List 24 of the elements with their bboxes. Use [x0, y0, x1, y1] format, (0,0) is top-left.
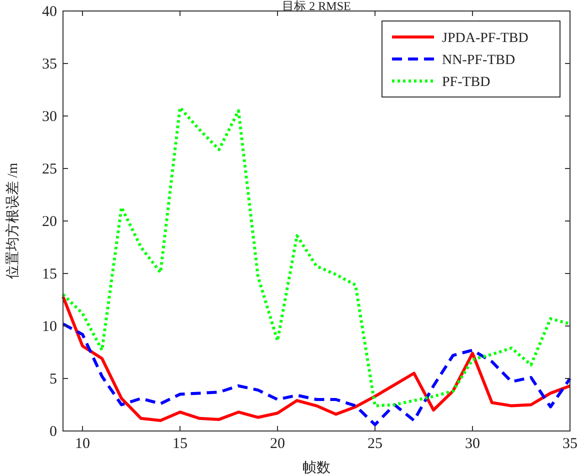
- x-tick-label: 20: [270, 436, 285, 452]
- y-tick-label: 5: [50, 372, 57, 388]
- line-series: [62, 322, 572, 426]
- x-tick-label: 35: [562, 436, 578, 452]
- legend-label: NN-PF-TBD: [442, 53, 516, 68]
- y-axis-title: 位置均方根误差 /m: [5, 162, 21, 280]
- y-tick-label: 0: [50, 424, 57, 440]
- y-tick-label: 40: [42, 4, 57, 20]
- x-tick-label: 30: [465, 436, 480, 452]
- line-series: [62, 295, 572, 422]
- y-tick-label: 10: [42, 319, 57, 335]
- chart-title: 目标 2 RMSE: [282, 0, 351, 13]
- x-axis-title: 帧数: [302, 460, 330, 476]
- y-tick-label: 35: [42, 56, 57, 72]
- y-tick-label: 25: [42, 162, 57, 178]
- legend-label: PF-TBD: [442, 75, 490, 90]
- legend-label: JPDA-PF-TBD: [442, 31, 528, 46]
- x-tick-label: 15: [172, 436, 188, 452]
- line-series: [62, 106, 572, 408]
- y-tick-label: 15: [42, 266, 57, 282]
- x-tick-label: 25: [368, 436, 382, 452]
- x-tick-label: 10: [75, 436, 90, 452]
- y-tick-label: 30: [42, 109, 57, 125]
- y-tick-label: 20: [42, 214, 57, 230]
